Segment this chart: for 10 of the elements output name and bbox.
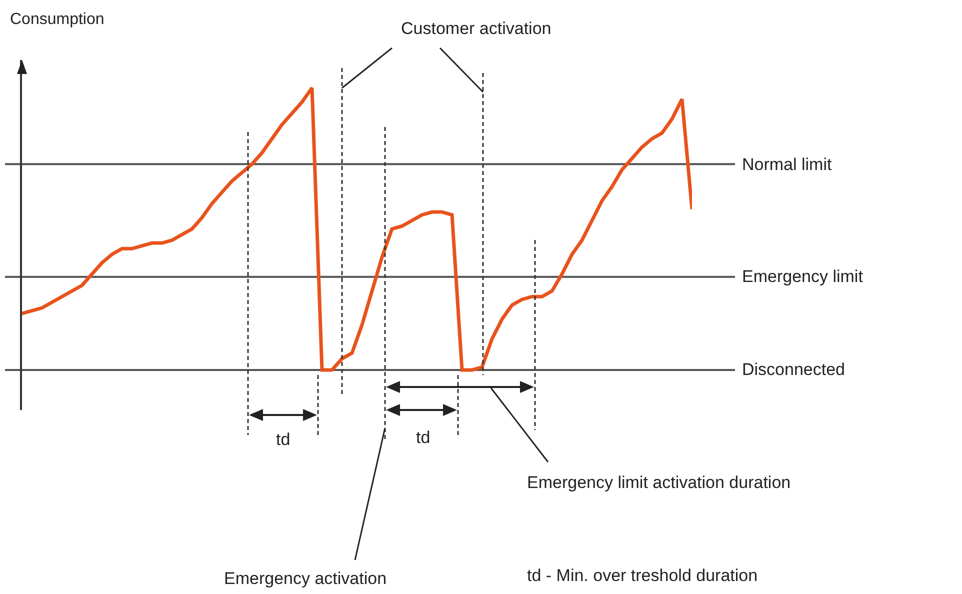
text: td	[276, 430, 290, 449]
text: td	[416, 428, 430, 447]
text: td - Min. over treshold duration	[527, 566, 758, 585]
text: Emergency activation	[224, 569, 387, 588]
ref-line-label: Disconnected	[742, 360, 846, 379]
ref-line-label: Normal limit	[742, 155, 832, 174]
text: Customer activation	[401, 19, 552, 38]
ref-line-label: Emergency limit	[742, 267, 864, 286]
text: Emergency limit activation duration	[527, 473, 791, 492]
y-axis-title: Consumption	[10, 11, 104, 28]
